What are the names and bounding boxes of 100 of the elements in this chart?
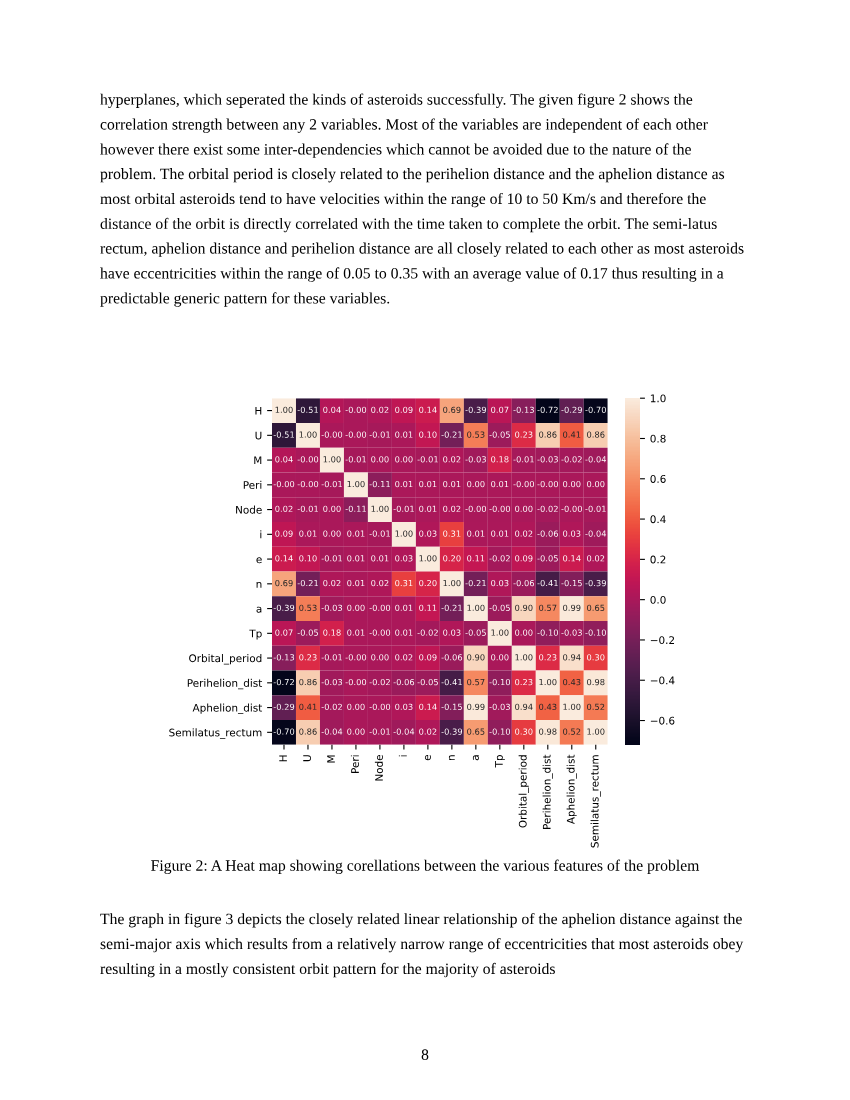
data-label: 0.99 (467, 703, 485, 710)
data-label: -0.03 (489, 703, 510, 710)
data-label: 0.90 (467, 654, 485, 661)
data-label: 0.01 (299, 530, 317, 537)
y-tick-label: Node (236, 505, 262, 514)
data-label: -0.03 (321, 678, 343, 686)
data-label: 1.00 (539, 678, 557, 686)
data-label: 0.31 (443, 530, 461, 537)
data-label: -0.00 (489, 505, 511, 512)
data-label: -0.01 (513, 456, 534, 463)
text: hyperplanes, which seperated the kinds of asteroids successfully. The given figure 2 shows the correlation strength between any 2 variables. Most of the variables are independent of each other however there exist some inter-dependencies which cannot be avoided due to the nature of the problem. The orbital period is closely related to the perihelion distance and the aphelion distance as most orbital asteroids tend to have velocities within the range of 10 to 50 Km/s and therefore the distance of the orbit is directly correlated with the time taken to complete the orbit. The semi-latus rectum, aphelion distance and perihelion distance are all closely related to each other as most asteroids have eccentricities within the range of 0.05 to 0.35 with an average value of 0.17 thus resulting in a predictable generic pattern for these variables. (100, 93, 744, 307)
data-label: 0.00 (347, 728, 365, 735)
data-label: 0.02 (515, 530, 533, 537)
data-label: -0.03 (537, 456, 558, 463)
data-label: -0.10 (585, 629, 606, 636)
data-label: 0.01 (347, 530, 365, 537)
data-label: 1.00 (299, 431, 317, 438)
data-label: 0.00 (347, 604, 365, 611)
data-label: -0.01 (321, 555, 342, 562)
data-label: -0.10 (489, 678, 511, 686)
data-label: 0.01 (395, 604, 413, 611)
data-label: -0.15 (561, 579, 582, 587)
data-label: 0.02 (587, 555, 605, 562)
data-label: -0.39 (465, 406, 487, 413)
data-label: -0.00 (369, 604, 391, 611)
data-label: 0.52 (587, 703, 605, 710)
data-label: 1.00 (371, 505, 389, 512)
data-label: 0.03 (395, 555, 413, 562)
data-label: 0.00 (467, 480, 485, 488)
data-label: -0.01 (393, 505, 414, 512)
data-label: 0.07 (491, 406, 509, 413)
y-tick-label: H (255, 406, 262, 415)
data-label: -0.06 (393, 678, 415, 686)
data-label: 0.53 (299, 604, 317, 611)
data-label: 1.00 (491, 629, 509, 636)
y-tick-label: M (254, 456, 262, 465)
data-label: 0.02 (443, 505, 461, 512)
data-label: 0.41 (563, 431, 581, 438)
data-label: -0.01 (297, 505, 318, 512)
data-label: 0.00 (563, 480, 581, 488)
data-label: 0.01 (395, 431, 413, 438)
data-label: -0.01 (417, 456, 438, 463)
data-label: 0.14 (563, 555, 581, 562)
data-label: -0.06 (441, 654, 463, 661)
data-label: -0.05 (297, 629, 319, 636)
data-label: -0.02 (561, 456, 582, 463)
data-label: -0.00 (345, 406, 367, 413)
data-label: -0.00 (513, 480, 535, 488)
data-label: 0.11 (467, 555, 485, 562)
data-label: -0.01 (345, 456, 366, 463)
data-label: 0.02 (395, 654, 413, 661)
y-tick-label: i (260, 530, 262, 539)
data-label: -0.03 (321, 604, 343, 611)
data-label: -0.02 (321, 703, 342, 710)
data-label: -0.51 (273, 431, 294, 438)
color-bar-label: 0.4 (650, 515, 666, 524)
data-label: 0.86 (539, 431, 557, 438)
data-label: -0.41 (537, 579, 558, 587)
y-tick-label: Perihelion_dist (187, 678, 263, 690)
data-label: 0.01 (347, 629, 365, 636)
x-tick-label: M (327, 755, 335, 763)
y-tick-label: Peri (243, 480, 262, 489)
data-label: 0.03 (491, 579, 509, 587)
data-label: 1.00 (587, 728, 605, 735)
y-tick-label: U (255, 431, 262, 440)
data-label: 0.41 (299, 703, 317, 710)
data-label: -0.00 (345, 678, 367, 686)
data-label: -0.01 (369, 728, 390, 735)
color-bar-label: 0.2 (650, 555, 666, 564)
x-tick-label: a (472, 755, 479, 761)
y-tick-label: e (256, 557, 262, 564)
data-label: -0.01 (321, 654, 342, 661)
data-label: 0.09 (275, 530, 293, 537)
data-label: -0.04 (585, 456, 607, 463)
color-bar-label: −0.6 (650, 716, 675, 725)
data-label: -0.05 (489, 604, 510, 611)
data-label: 0.23 (299, 654, 317, 661)
data-label: -0.21 (441, 431, 462, 438)
data-label: -0.72 (273, 678, 294, 686)
data-label: -0.02 (369, 678, 390, 686)
x-tick-label: Node (374, 754, 383, 781)
data-label: -0.10 (537, 629, 559, 636)
data-label: 0.43 (563, 678, 581, 686)
data-label: 0.14 (419, 406, 437, 413)
data-label: 1.00 (323, 456, 341, 463)
data-label: -0.13 (273, 654, 295, 661)
data-label: 0.90 (515, 604, 533, 611)
data-label: -0.03 (561, 629, 582, 636)
data-label: -0.04 (585, 530, 607, 537)
data-label: -0.02 (417, 629, 438, 636)
data-label: 1.00 (467, 604, 485, 611)
data-label: 0.03 (563, 530, 581, 537)
data-label: 0.99 (563, 604, 581, 611)
data-label: -0.00 (297, 480, 319, 488)
data-label: 0.03 (443, 629, 461, 636)
data-label: 0.09 (419, 654, 437, 661)
data-label: 0.00 (347, 703, 365, 710)
data-label: 0.02 (371, 579, 389, 587)
data-label: 0.00 (371, 456, 389, 463)
data-label: -0.72 (537, 406, 558, 413)
